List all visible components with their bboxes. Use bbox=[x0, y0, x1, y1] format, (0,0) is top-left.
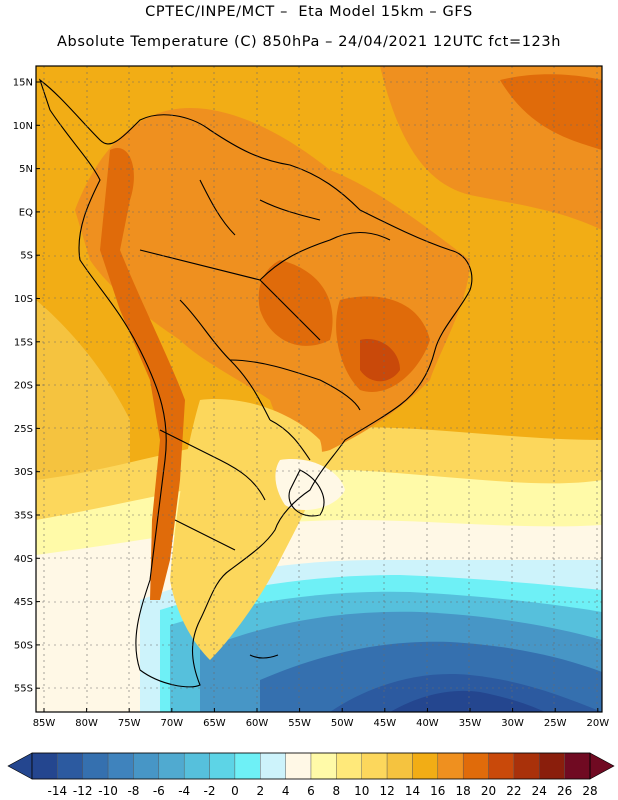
colorbar-label: -12 bbox=[73, 784, 93, 798]
colorbar-label: -14 bbox=[48, 784, 68, 798]
colorbar-swatch bbox=[310, 752, 337, 780]
lon-label: 50W bbox=[331, 718, 354, 729]
lat-label: EQ bbox=[19, 207, 33, 218]
colorbar-swatch bbox=[336, 752, 362, 780]
colorbar-label: 0 bbox=[231, 784, 239, 798]
lon-label: 35W bbox=[459, 718, 482, 729]
colorbar-swatch bbox=[386, 752, 413, 780]
lon-label: 45W bbox=[373, 718, 396, 729]
colorbar-label: -8 bbox=[127, 784, 139, 798]
colorbar-high-arrow bbox=[589, 752, 615, 780]
temperature-field bbox=[36, 66, 602, 712]
lat-label: 55S bbox=[14, 684, 33, 695]
colorbar-label: 26 bbox=[557, 784, 572, 798]
lat-label: 10S bbox=[14, 294, 33, 305]
colorbar-swatch bbox=[488, 752, 515, 780]
map-title-variable: Absolute Temperature (C) 850hPa – 24/04/… bbox=[57, 34, 561, 50]
colorbar-label: -2 bbox=[204, 784, 216, 798]
lon-label: 75W bbox=[118, 718, 141, 729]
colorbar-label: 28 bbox=[582, 784, 597, 798]
colorbar-swatch bbox=[31, 752, 58, 780]
colorbar-swatch bbox=[82, 752, 109, 780]
colorbar-swatch bbox=[513, 752, 540, 780]
map-title-model: CPTEC/INPE/MCT – Eta Model 15km – GFS bbox=[145, 4, 473, 20]
colorbar-swatch bbox=[564, 752, 591, 780]
colorbar: -14 -12 -10 -8 -6 -4 -2 0 2 4 6 8 10 12 14 16 18 20 22 24 26… bbox=[7, 752, 615, 798]
lon-label: 20W bbox=[586, 718, 609, 729]
colorbar-swatch bbox=[158, 752, 185, 780]
colorbar-label: -4 bbox=[178, 784, 190, 798]
colorbar-swatch bbox=[412, 752, 439, 780]
colorbar-label: 22 bbox=[506, 784, 521, 798]
lat-label: 20S bbox=[14, 381, 33, 392]
colorbar-label: -10 bbox=[98, 784, 118, 798]
lat-label: 5N bbox=[19, 164, 33, 175]
colorbar-label: 4 bbox=[282, 784, 290, 798]
colorbar-swatch bbox=[462, 752, 489, 780]
lat-label: 30S bbox=[14, 467, 33, 478]
lat-label: 15N bbox=[13, 78, 33, 89]
colorbar-low-arrow bbox=[7, 752, 33, 780]
lon-label: 80W bbox=[75, 718, 98, 729]
colorbar-swatch bbox=[57, 752, 83, 780]
colorbar-label: 6 bbox=[307, 784, 315, 798]
lat-label: 5S bbox=[20, 251, 33, 262]
colorbar-label: 14 bbox=[405, 784, 420, 798]
lon-label: 85W bbox=[33, 718, 56, 729]
latitude-labels: 15N 10N 5N EQ 5S 10S 15S 20S 25S 30S 35S 40S 45S 50S 5… bbox=[13, 78, 40, 695]
map-frame bbox=[35, 65, 603, 713]
lon-label: 65W bbox=[203, 718, 226, 729]
colorbar-label: -6 bbox=[153, 784, 165, 798]
colorbar-swatch bbox=[437, 752, 464, 780]
lon-label: 55W bbox=[288, 718, 311, 729]
lon-label: 30W bbox=[501, 718, 524, 729]
colorbar-label: 2 bbox=[256, 784, 264, 798]
colorbar-label: 24 bbox=[532, 784, 547, 798]
colorbar-swatch bbox=[539, 752, 565, 780]
colorbar-label: 18 bbox=[456, 784, 471, 798]
colorbar-label: 8 bbox=[333, 784, 341, 798]
colorbar-swatch bbox=[361, 752, 388, 780]
lat-label: 15S bbox=[14, 337, 33, 348]
longitude-labels: 85W 80W 75W 70W 65W 60W 55W 50W 45W 40W 35W 30W 25W 2… bbox=[33, 708, 609, 729]
colorbar-swatch bbox=[285, 752, 312, 780]
colorbar-label: 12 bbox=[379, 784, 394, 798]
colorbar-swatch bbox=[260, 752, 286, 780]
colorbar-swatch bbox=[183, 752, 210, 780]
colorbar-label: 10 bbox=[354, 784, 369, 798]
lat-label: 25S bbox=[14, 424, 33, 435]
colorbar-swatch bbox=[234, 752, 261, 780]
lat-label: 40S bbox=[14, 554, 33, 565]
colorbar-label: 20 bbox=[481, 784, 496, 798]
lat-label: 35S bbox=[14, 511, 33, 522]
lon-label: 40W bbox=[416, 718, 439, 729]
colorbar-swatch bbox=[107, 752, 134, 780]
colorbar-swatch bbox=[133, 752, 160, 780]
lat-label: 45S bbox=[14, 597, 33, 608]
lon-label: 70W bbox=[160, 718, 183, 729]
graticule bbox=[36, 66, 602, 712]
lon-label: 25W bbox=[544, 718, 567, 729]
lat-label: 50S bbox=[14, 640, 33, 651]
colorbar-swatch bbox=[209, 752, 236, 780]
colorbar-label: 16 bbox=[430, 784, 445, 798]
lon-label: 60W bbox=[246, 718, 269, 729]
lat-label: 10N bbox=[13, 121, 33, 132]
